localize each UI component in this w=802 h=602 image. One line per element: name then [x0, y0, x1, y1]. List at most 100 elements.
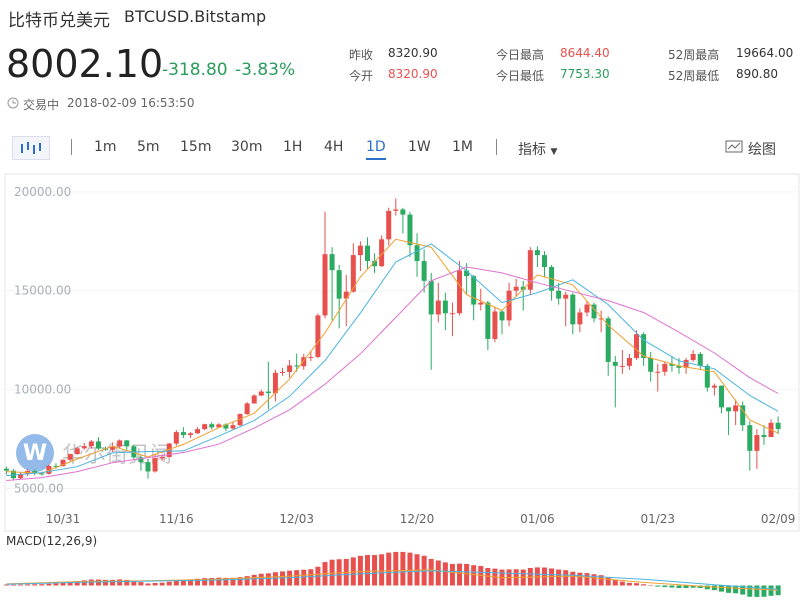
candle-body	[138, 457, 144, 463]
macd-bar	[103, 579, 109, 586]
macd-bar	[662, 585, 668, 588]
interval[interactable]: 30m	[231, 139, 263, 155]
price: 8002.10	[6, 42, 164, 86]
macd-bar	[726, 585, 732, 593]
macd-bar	[53, 583, 59, 586]
candle-body	[32, 471, 38, 474]
macd-bar	[237, 577, 243, 586]
candle-body	[379, 239, 385, 267]
candle-body	[322, 254, 328, 316]
stat-value: 8320.90	[388, 67, 438, 81]
change: -318.80	[162, 60, 228, 80]
candle-body	[641, 334, 647, 358]
macd-bar	[357, 555, 363, 586]
indicators-label: 指标	[518, 142, 546, 158]
separator	[496, 139, 497, 155]
chart-type-button[interactable]	[12, 136, 50, 160]
candle-body	[428, 280, 434, 315]
macd-bar	[95, 579, 101, 586]
macd-bar	[110, 579, 116, 586]
interval[interactable]: 5m	[137, 139, 160, 155]
interval[interactable]: 15m	[180, 139, 212, 155]
macd-bar	[258, 573, 264, 586]
candle-body	[265, 391, 271, 394]
candle-body	[329, 254, 335, 271]
macd-bar	[152, 583, 158, 586]
macd-bar	[485, 568, 491, 586]
candle-body	[711, 385, 717, 388]
ma-line	[6, 266, 779, 481]
macd-bar	[740, 585, 746, 595]
candle-body	[173, 432, 179, 444]
ma-line	[6, 243, 779, 477]
interval[interactable]: 1W	[408, 139, 431, 155]
macd-bar	[138, 582, 144, 586]
candle-body	[81, 446, 87, 449]
interval[interactable]: 1m	[94, 139, 117, 155]
macd-bar	[364, 555, 370, 586]
interval[interactable]: 1M	[452, 139, 473, 155]
candle-body	[223, 424, 229, 429]
candle-body	[733, 405, 739, 412]
watermark-logo	[16, 434, 54, 472]
macd-bar	[124, 579, 130, 586]
macd-bar	[648, 585, 654, 586]
macd-bar	[244, 576, 250, 586]
candle-body	[159, 457, 165, 459]
macd-bar	[754, 585, 760, 597]
draw-icon	[725, 140, 743, 153]
candle-body	[421, 261, 427, 281]
candle-body	[435, 300, 441, 315]
candle-body	[414, 245, 420, 262]
draw-button[interactable]: 绘图	[748, 142, 776, 158]
candle-body	[350, 255, 356, 292]
macd-bar	[747, 585, 753, 597]
macd-bar	[457, 563, 463, 586]
macd-bar	[676, 585, 682, 588]
macd-bar	[761, 585, 767, 597]
x-tick-label: 10/31	[46, 512, 81, 526]
ma-line	[6, 238, 779, 474]
stat-value: 7753.30	[560, 67, 610, 81]
candle-body	[88, 441, 94, 447]
candle-body	[294, 365, 300, 367]
macd-bar	[626, 582, 632, 586]
candle-body	[315, 315, 321, 357]
change-pct: -3.83%	[235, 60, 296, 80]
candle-body	[442, 300, 448, 314]
candle-body	[669, 363, 675, 366]
macd-bar	[117, 579, 123, 586]
candle-body	[67, 454, 73, 460]
interval[interactable]: 4H	[324, 139, 344, 155]
macd-bar	[379, 554, 385, 586]
candle-body	[10, 470, 16, 479]
stat-value: 890.80	[736, 67, 778, 81]
candle-body	[180, 432, 186, 436]
stat-value: 8320.90	[388, 46, 438, 60]
candle-body	[209, 424, 215, 428]
macd-bar	[683, 585, 689, 588]
stat-label: 昨收	[349, 48, 374, 62]
candle-body	[258, 391, 264, 396]
candle-body	[499, 311, 505, 321]
macd-bar	[60, 582, 66, 586]
candle-body	[598, 318, 604, 320]
macd-bar	[619, 581, 625, 586]
macd-bar	[308, 569, 314, 586]
candle-body	[485, 302, 491, 339]
candle-body	[527, 250, 533, 290]
interval-active[interactable]: 1D	[366, 139, 386, 160]
interval[interactable]: 1H	[283, 139, 303, 155]
indicators-button[interactable]: 指标 ▼	[518, 142, 558, 158]
macd-bar	[711, 585, 717, 591]
macd-bar	[704, 585, 710, 590]
candle-body	[251, 395, 257, 404]
candle-body	[718, 385, 724, 408]
chart-frame	[4, 173, 800, 532]
candle-body	[53, 465, 59, 467]
candle-body	[3, 468, 9, 471]
macd-bar	[145, 583, 151, 586]
candle-body	[60, 459, 66, 467]
